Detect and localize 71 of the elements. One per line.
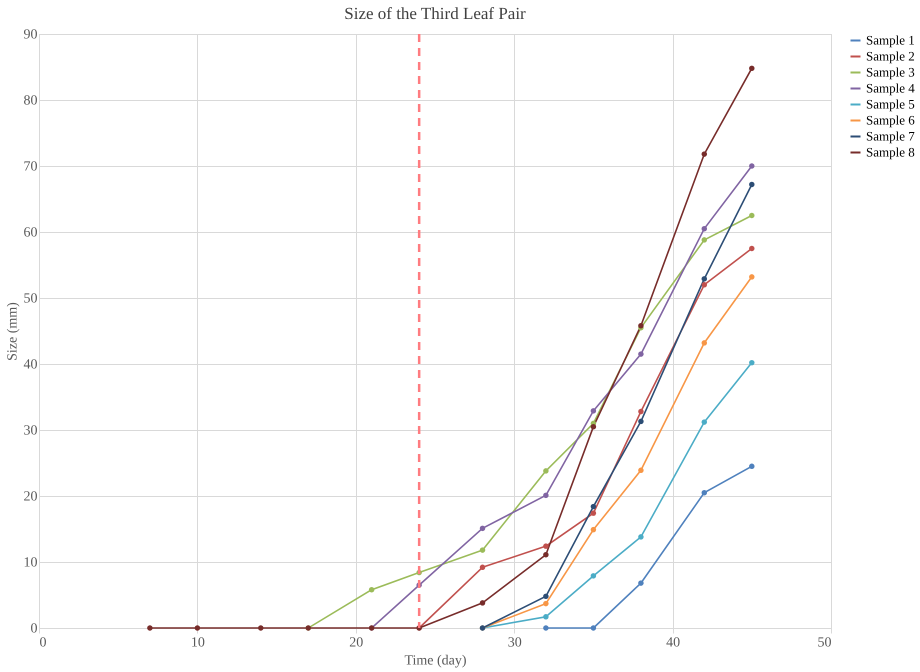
point [543, 492, 549, 498]
legend-label: Sample 5 [866, 96, 915, 112]
point [590, 408, 596, 414]
x-tick-label: 40 [666, 636, 680, 650]
point [543, 468, 549, 474]
point [749, 360, 755, 366]
x-tick-label: 30 [508, 636, 522, 650]
legend-label: Sample 1 [866, 32, 915, 48]
point [638, 580, 644, 586]
point [543, 625, 549, 631]
point [702, 490, 708, 496]
y-tick-label: 0 [30, 622, 38, 636]
legend-label: Sample 3 [866, 64, 915, 80]
legend-label: Sample 6 [866, 112, 916, 128]
y-tick-label: 50 [24, 292, 38, 306]
y-tick-label: 60 [24, 226, 38, 240]
point [258, 625, 264, 631]
point [480, 547, 486, 553]
point [590, 504, 596, 510]
point [702, 151, 708, 157]
point [638, 534, 644, 540]
point [480, 564, 486, 570]
y-tick-label: 70 [24, 160, 38, 174]
point [590, 526, 596, 532]
point [749, 274, 755, 280]
point [702, 237, 708, 243]
point [702, 340, 708, 346]
legend-label: Sample 4 [866, 80, 916, 96]
x-tick-label: 20 [349, 636, 364, 650]
point [590, 625, 596, 631]
y-tick-label: 40 [24, 358, 38, 372]
point [749, 212, 755, 218]
x-axis-title: Time (day) [404, 654, 467, 668]
point [543, 594, 549, 600]
y-tick-label: 10 [24, 556, 38, 570]
point [590, 510, 596, 516]
point [590, 573, 596, 579]
y-axis-title: Size (mm) [6, 302, 20, 361]
y-tick-label: 90 [24, 28, 38, 42]
point [702, 419, 708, 425]
legend-label: Sample 8 [866, 144, 915, 160]
point [749, 246, 755, 252]
y-tick-label: 20 [24, 490, 38, 504]
point [702, 276, 708, 282]
x-tick-label: 50 [818, 636, 832, 650]
point [638, 468, 644, 473]
y-tick-label: 80 [24, 94, 38, 108]
point [749, 182, 755, 188]
point [638, 408, 644, 414]
point [638, 351, 644, 357]
point [749, 464, 755, 470]
point [543, 552, 549, 558]
point [543, 600, 549, 606]
point [749, 163, 755, 169]
point [368, 586, 374, 592]
legend-label: Sample 2 [866, 48, 915, 64]
y-tick-label: 30 [24, 424, 38, 438]
point [638, 418, 644, 424]
chart-title: Size of the Third Leaf Pair [344, 4, 526, 23]
x-tick-label: 10 [190, 636, 205, 650]
point [590, 424, 596, 430]
point [147, 625, 153, 631]
point [480, 526, 486, 532]
point [702, 226, 708, 232]
point [480, 600, 486, 606]
point [749, 66, 755, 72]
point [702, 282, 708, 288]
legend-label: Sample 7 [866, 128, 916, 144]
point [194, 625, 200, 631]
point [543, 543, 549, 549]
point [543, 614, 549, 620]
